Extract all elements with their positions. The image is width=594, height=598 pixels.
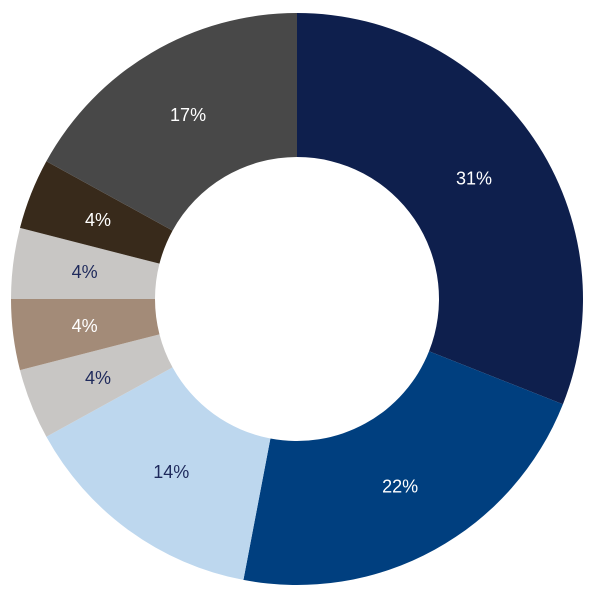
donut-slice-2 — [243, 351, 563, 585]
slice-label-3: 14% — [153, 462, 189, 482]
slice-label-4: 4% — [85, 368, 111, 388]
slice-label-7: 4% — [85, 210, 111, 230]
donut-slice-3 — [46, 367, 271, 580]
donut-slice-7 — [19, 161, 173, 264]
slice-label-2: 22% — [382, 477, 418, 497]
donut-slice-6 — [11, 227, 160, 299]
slice-label-8: 17% — [170, 105, 206, 125]
donut-slice-8 — [46, 13, 298, 231]
slice-label-5: 4% — [72, 316, 98, 336]
donut-slice-1 — [297, 13, 583, 405]
donut-slice-5 — [11, 299, 160, 371]
slice-label-6: 4% — [72, 262, 98, 282]
donut-slice-4 — [19, 334, 173, 437]
donut-slice-labels: 31% 22% 14% 4% 4% 4% 4% 17% — [72, 105, 492, 497]
donut-slices — [11, 13, 583, 585]
slice-label-1: 31% — [456, 169, 492, 189]
